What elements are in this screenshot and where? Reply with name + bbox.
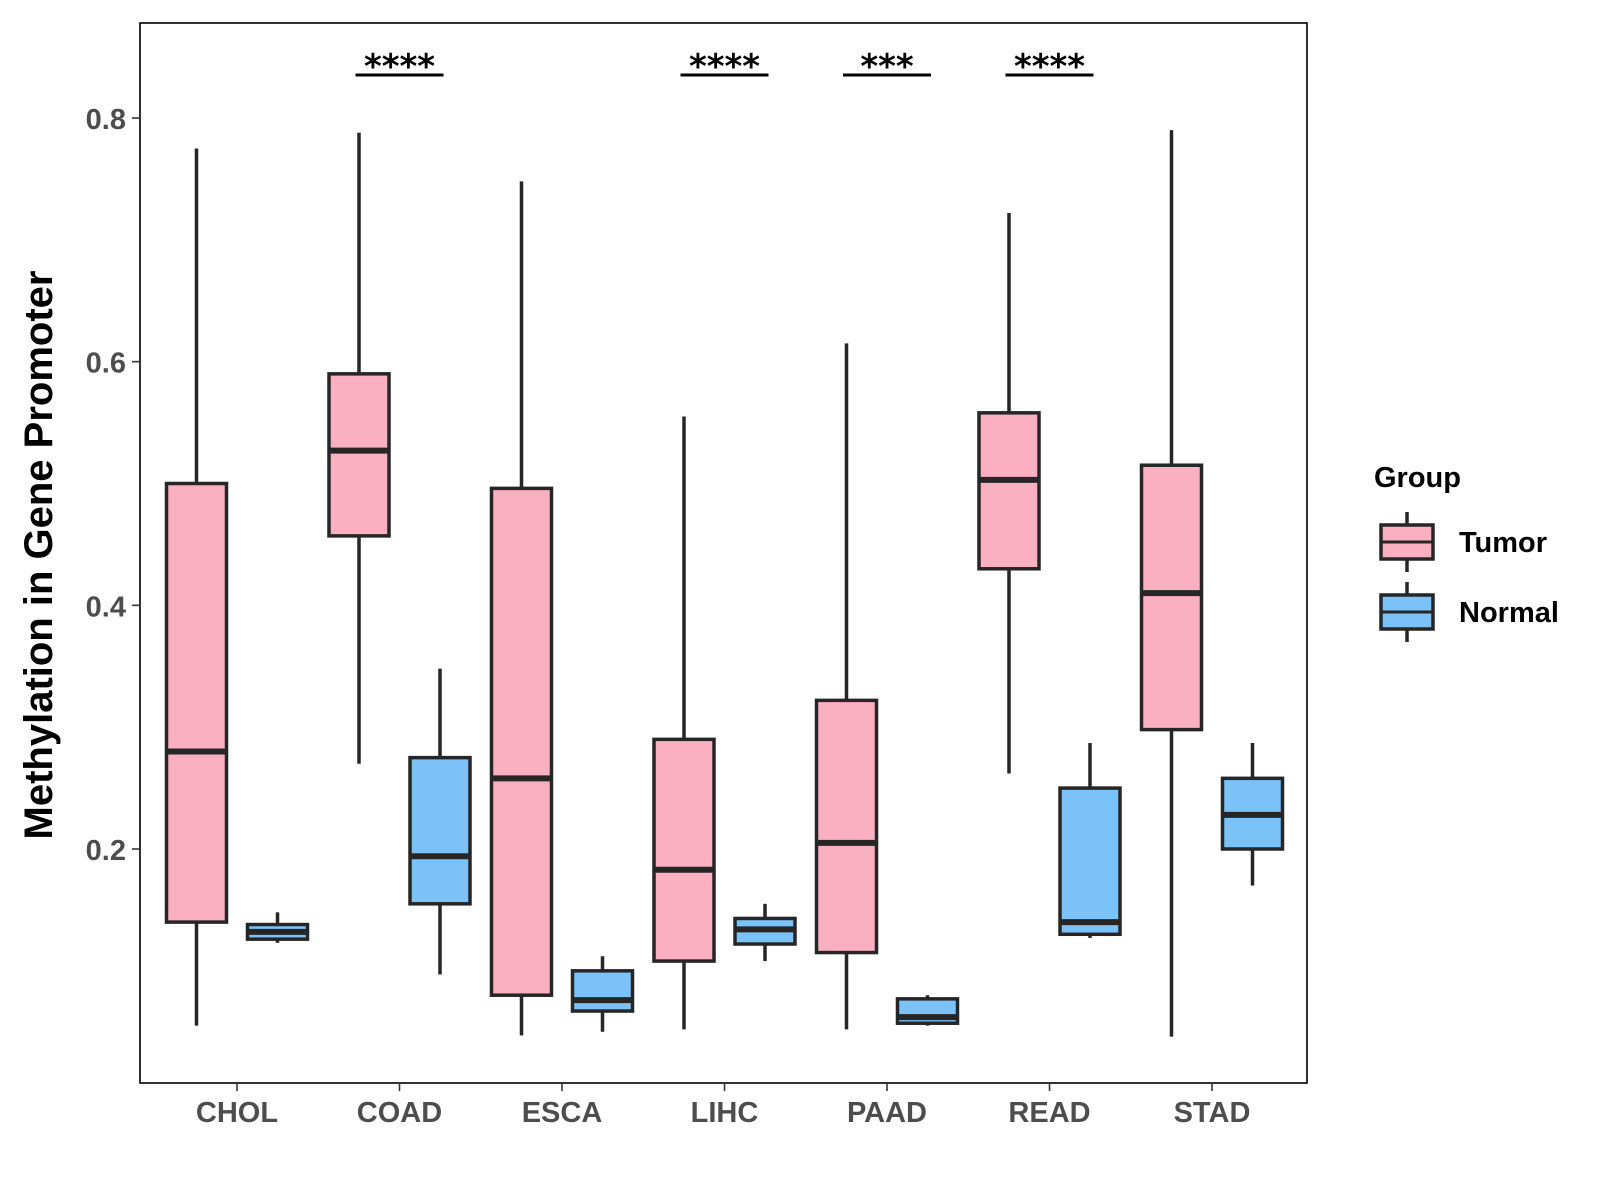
significance-coad: **** bbox=[355, 47, 444, 87]
y-tick-label: 0.2 bbox=[86, 835, 126, 867]
x-tick-label-lihc: LIHC bbox=[691, 1097, 759, 1129]
legend-label: Normal bbox=[1459, 597, 1559, 629]
x-tick-label-chol: CHOL bbox=[196, 1097, 278, 1129]
box-iqr bbox=[570, 969, 635, 1013]
box-iqr bbox=[1058, 786, 1122, 937]
x-tick-label-esca: ESCA bbox=[522, 1097, 603, 1129]
box-paad-normal bbox=[895, 995, 960, 1026]
box-read-normal bbox=[1058, 743, 1122, 938]
plot-area: **** **** *** **** bbox=[164, 47, 1285, 1037]
box-iqr bbox=[977, 411, 1041, 571]
box-stad-normal bbox=[1220, 743, 1285, 886]
plot-panel-border bbox=[139, 22, 1308, 1084]
y-tick-label: 0.8 bbox=[86, 104, 126, 136]
significance-label: *** bbox=[860, 47, 914, 87]
legend-label: Tumor bbox=[1459, 527, 1547, 559]
significance-label: **** bbox=[364, 47, 435, 87]
box-chol-tumor bbox=[164, 148, 229, 1026]
x-tick-label-coad: COAD bbox=[357, 1097, 442, 1129]
box-chol-normal bbox=[245, 912, 310, 943]
significance-lihc: **** bbox=[680, 47, 769, 87]
significance-label: **** bbox=[689, 47, 760, 87]
legend-item-normal: Normal bbox=[1379, 582, 1559, 642]
box-esca-normal bbox=[570, 956, 635, 1032]
box-paad-tumor bbox=[814, 343, 879, 1030]
significance-paad: *** bbox=[843, 47, 931, 87]
box-iqr bbox=[652, 737, 716, 963]
axes: 0.2 0.4 0.6 0.8 CHOL COAD ESCA LIHC PAAD READ STAD bbox=[86, 104, 1251, 1129]
box-esca-tumor bbox=[489, 181, 554, 1036]
legend-item-tumor: Tumor bbox=[1379, 512, 1547, 572]
box-iqr bbox=[327, 372, 391, 538]
box-coad-tumor bbox=[327, 132, 391, 764]
legend: Group Tumor Normal bbox=[1374, 462, 1559, 642]
box-iqr bbox=[489, 486, 554, 997]
y-axis-title: Methylation in Gene Promoter bbox=[17, 271, 61, 840]
legend-title: Group bbox=[1374, 462, 1461, 494]
y-tick-label: 0.4 bbox=[86, 591, 126, 623]
x-tick-label-read: READ bbox=[1008, 1097, 1090, 1129]
x-tick-label-paad: PAAD bbox=[847, 1097, 927, 1129]
box-lihc-tumor bbox=[652, 416, 716, 1030]
box-read-tumor bbox=[977, 213, 1041, 774]
box-iqr bbox=[814, 698, 879, 955]
box-stad-tumor bbox=[1139, 130, 1204, 1037]
x-tick-label-stad: STAD bbox=[1174, 1097, 1251, 1129]
box-lihc-normal bbox=[733, 903, 797, 962]
significance-read: **** bbox=[1005, 47, 1094, 87]
box-iqr bbox=[1139, 463, 1204, 732]
significance-label: **** bbox=[1014, 47, 1085, 87]
box-iqr bbox=[164, 481, 229, 924]
box-coad-normal bbox=[408, 668, 472, 975]
box-iqr bbox=[408, 755, 472, 906]
y-tick-label: 0.6 bbox=[86, 348, 126, 380]
